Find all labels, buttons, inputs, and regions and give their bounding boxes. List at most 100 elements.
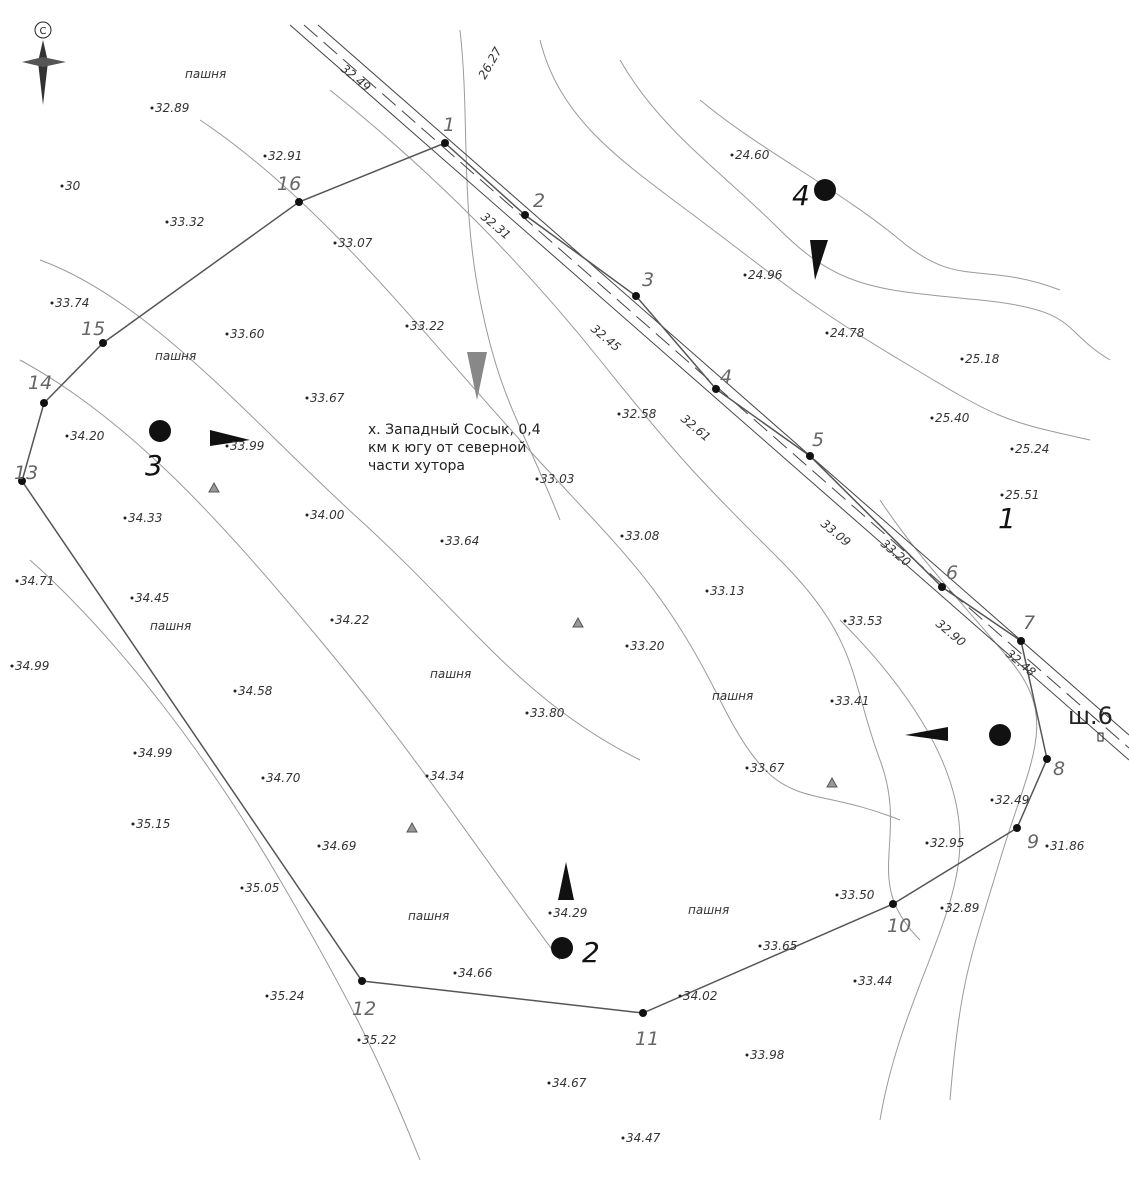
photo-point — [149, 420, 171, 442]
survey-mark — [572, 616, 584, 628]
road-edge — [317, 24, 1129, 736]
elevation-dot — [547, 1081, 551, 1085]
survey-mark — [406, 821, 418, 833]
photo-point — [989, 724, 1011, 746]
elevation-label: 32.89 — [945, 901, 979, 915]
caption-line: части хутора — [368, 458, 465, 474]
survey-marks — [208, 481, 838, 833]
elevation-dot — [305, 396, 309, 400]
elevation-label: 33.74 — [55, 296, 89, 310]
boundary-point-label: 11 — [635, 1028, 659, 1050]
elevation-dot — [65, 434, 69, 438]
compass-circle — [34, 21, 52, 39]
photo-point-label: 2 — [582, 936, 600, 969]
boundary-vertex — [806, 452, 814, 460]
elevation-label: 34.99 — [138, 746, 172, 760]
elevation-label: 25.40 — [935, 411, 970, 425]
field-label: пашня — [430, 667, 471, 681]
elevation-dot — [165, 220, 169, 224]
elevation-dot — [233, 689, 237, 693]
elevation-dot — [240, 886, 244, 890]
well-symbol — [1097, 732, 1104, 742]
boundary-vertex — [40, 399, 48, 407]
elevation-dot — [15, 579, 19, 583]
elevation-label: 34.45 — [135, 591, 169, 605]
elevation-dot — [625, 644, 629, 648]
elevation-label: 33.22 — [410, 319, 444, 333]
boundary-point-label: 16 — [277, 173, 301, 195]
field-label: пашня — [688, 903, 729, 917]
boundary-point-label: 3 — [642, 269, 654, 291]
elevation-label: 32.90 — [933, 617, 969, 650]
elevation-dot — [960, 357, 964, 361]
elevation-dot — [1000, 493, 1004, 497]
elevation-dot — [130, 596, 134, 600]
photo-point — [551, 937, 573, 959]
elevation-label: 32.49 — [338, 62, 373, 95]
road-edge — [289, 24, 1129, 761]
elevation-dot — [705, 589, 709, 593]
elevation-dot — [990, 798, 994, 802]
elevation-dot — [621, 1136, 625, 1140]
elevation-dot — [405, 324, 409, 328]
elevation-dot — [843, 619, 847, 623]
elevation-label: 33.08 — [625, 529, 660, 543]
elevation-dot — [930, 416, 934, 420]
elevation-label: 35.22 — [362, 1033, 396, 1047]
elevation-label: 35.24 — [270, 989, 304, 1003]
boundary-vertex — [99, 339, 107, 347]
boundary-vertex — [441, 139, 449, 147]
elevation-label: 32.95 — [930, 836, 964, 850]
elevation-dot — [261, 776, 265, 780]
elevation-dot — [835, 893, 839, 897]
elevation-label: 32.91 — [268, 149, 302, 163]
elevation-dot — [317, 844, 321, 848]
elevation-label: 25.51 — [1005, 488, 1039, 502]
elevation-dot — [745, 1053, 749, 1057]
view-arrow — [905, 727, 948, 741]
elevation-label: 30 — [65, 179, 81, 193]
elevation-dot — [548, 911, 552, 915]
elevation-dot — [825, 331, 829, 335]
caption: х. Западный Сосык, 0,4 км к югу от север… — [368, 422, 541, 474]
photo-point-label: 4 — [792, 179, 810, 212]
elevation-label: 33.98 — [750, 1048, 785, 1062]
elevation-label: 26.27 — [475, 44, 504, 81]
compass-needle — [38, 40, 48, 105]
elevation-label: 33.32 — [170, 215, 204, 229]
elevation-label: 34.34 — [430, 769, 464, 783]
elevation-label: 25.18 — [965, 352, 1000, 366]
field-label: пашня — [712, 689, 753, 703]
elevation-dot — [758, 944, 762, 948]
elevation-label: 34.58 — [238, 684, 273, 698]
elevation-label: 24.78 — [830, 326, 865, 340]
boundary-vertex — [938, 583, 946, 591]
elevation-label: 33.67 — [310, 391, 345, 405]
elevation-dot — [131, 822, 135, 826]
boundary-vertex — [295, 198, 303, 206]
elevation-dot — [617, 412, 621, 416]
elevation-label: 34.66 — [458, 966, 493, 980]
elevation-dot — [10, 664, 14, 668]
elevation-label: 33.67 — [750, 761, 785, 775]
boundary-vertex — [639, 1009, 647, 1017]
elevation-dot — [730, 153, 734, 157]
elevation-label: 33.44 — [858, 974, 892, 988]
boundary-vertex — [1017, 637, 1025, 645]
field-label: пашня — [155, 349, 196, 363]
elevation-dot — [440, 539, 444, 543]
elevation-dot — [830, 699, 834, 703]
elevation-label: 33.50 — [840, 888, 875, 902]
elevation-label: 33.53 — [848, 614, 882, 628]
elevation-label: 33.60 — [230, 327, 265, 341]
photo-point — [814, 179, 836, 201]
boundary-point-label: 6 — [946, 562, 958, 584]
boundary-vertex — [18, 477, 26, 485]
elevation-dot — [123, 516, 127, 520]
elevation-dot — [1045, 844, 1049, 848]
well-label: ш.6 — [1068, 702, 1113, 730]
photo-markers — [149, 179, 1011, 959]
view-arrow — [558, 862, 574, 900]
boundary-point-label: 10 — [887, 915, 911, 937]
elevation-dot — [745, 766, 749, 770]
